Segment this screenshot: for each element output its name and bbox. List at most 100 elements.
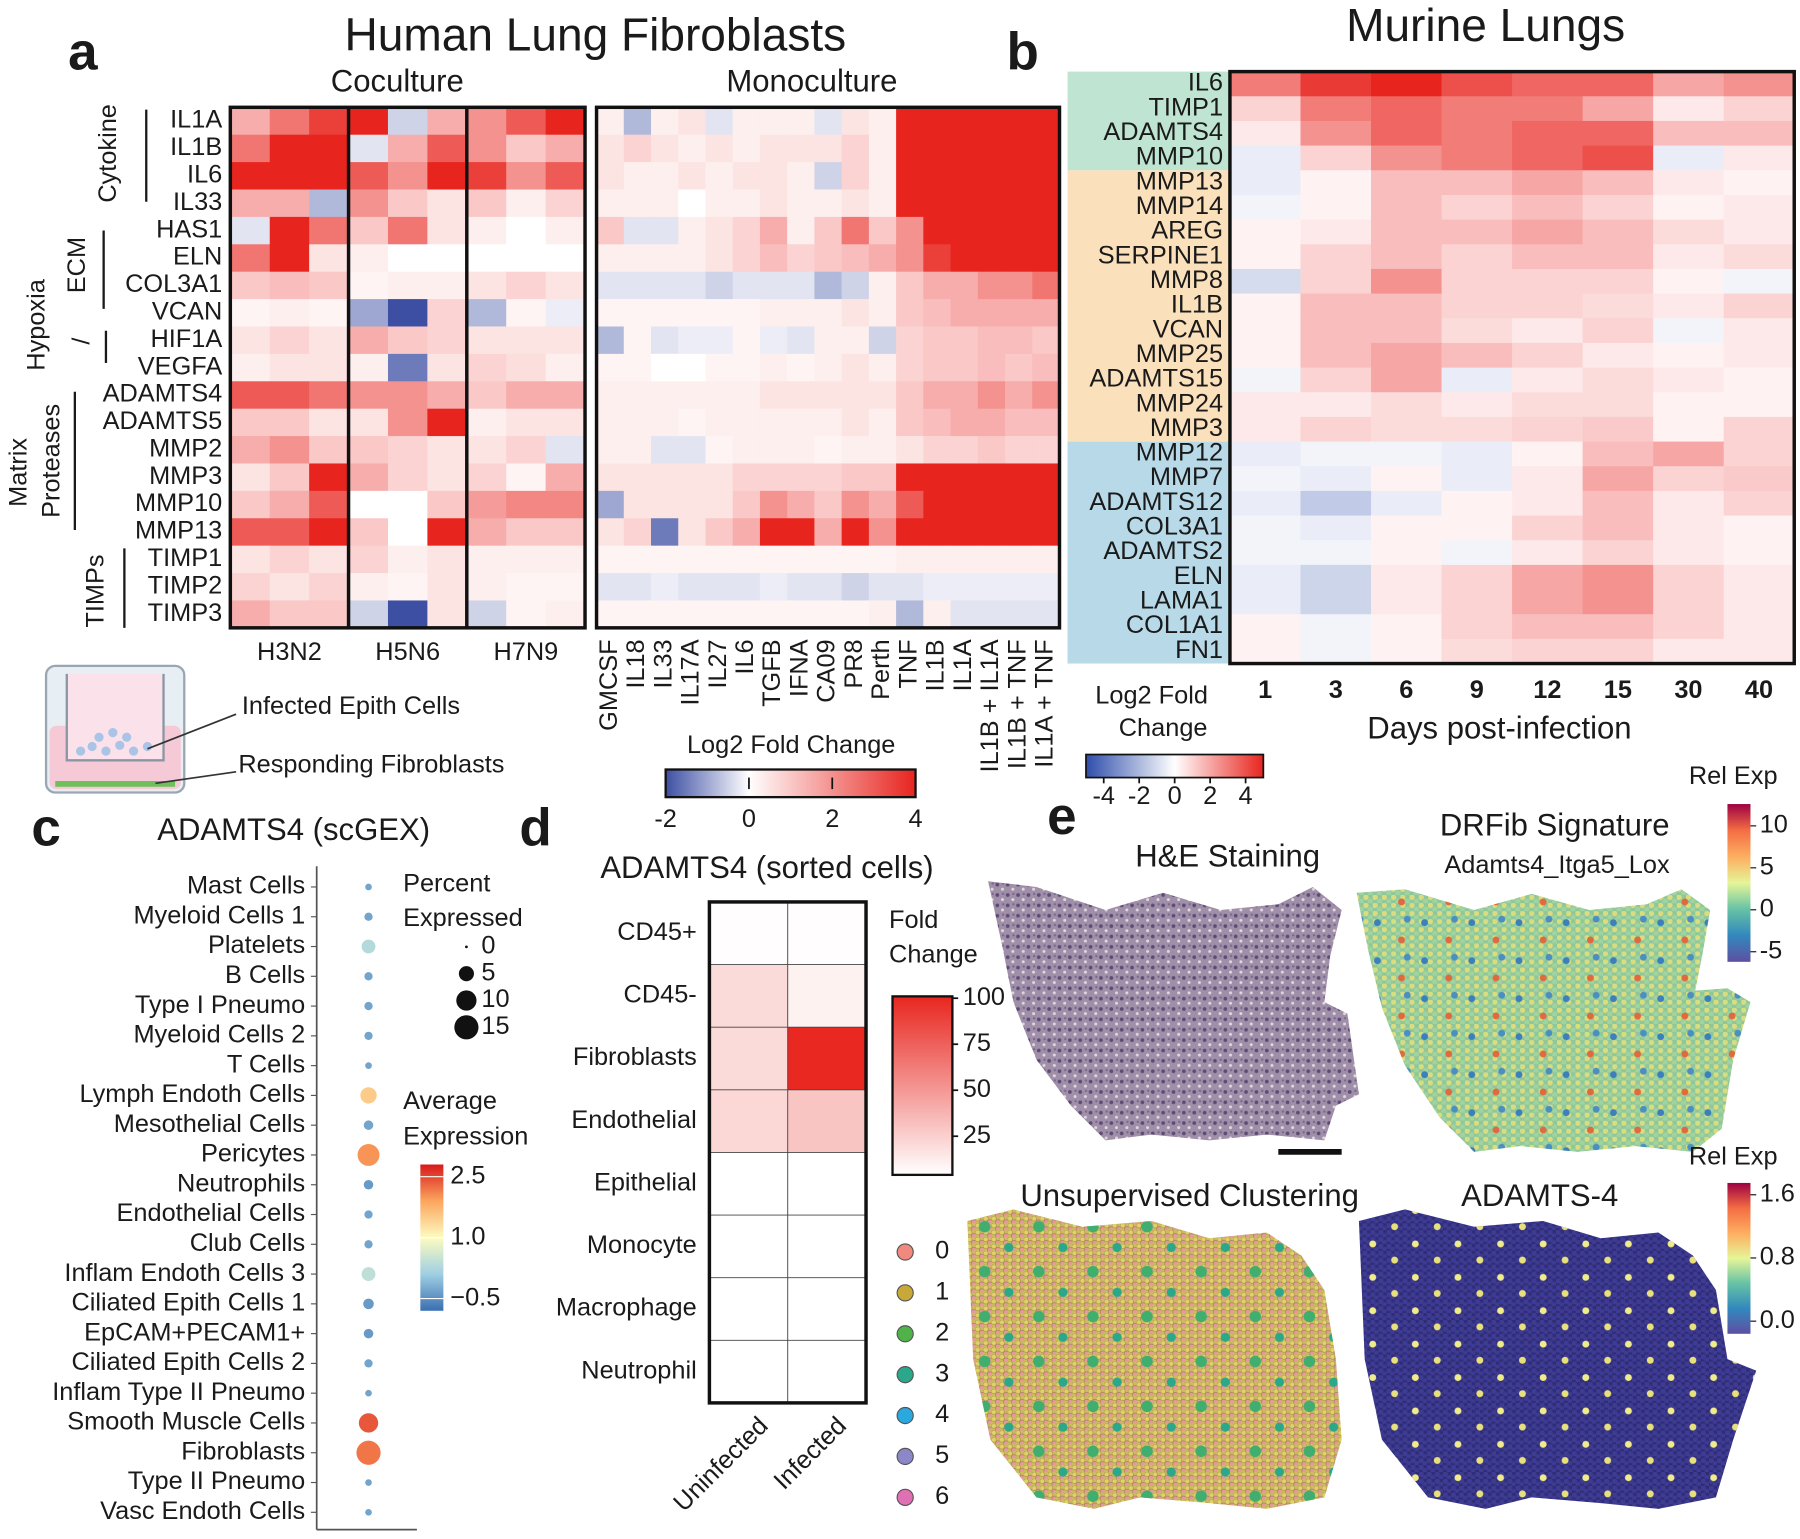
heatmap-cell (1300, 268, 1372, 295)
heatmap-cell (1032, 353, 1060, 382)
row-label: MMP7 (1150, 463, 1223, 491)
x-tick-label: 9 (1470, 676, 1484, 704)
row-label: IL6 (187, 160, 222, 188)
heatmap-cell (1441, 145, 1513, 171)
heatmap-cell (678, 162, 706, 190)
heatmap-cell (678, 134, 706, 163)
chart-title: Human Lung Fibroblasts (345, 8, 847, 60)
x-axis-label: Days post-infection (1367, 711, 1631, 746)
colorbar-tick-label: 4 (1239, 782, 1253, 810)
heatmap-cell (814, 463, 843, 492)
heatmap-cell (1032, 271, 1060, 300)
heatmap-cell (387, 216, 428, 245)
heatmap-cell (596, 326, 625, 355)
row-label: MMP14 (1136, 192, 1223, 220)
heatmap-cell (1300, 342, 1372, 369)
legend-label: 2 (935, 1318, 949, 1346)
heatmap-cell (506, 353, 547, 382)
heatmap-cell (1723, 318, 1795, 344)
heatmap-cell (1229, 194, 1301, 221)
heatmap-cell (732, 244, 761, 273)
heatmap-cell (841, 134, 870, 163)
heatmap-cell (1512, 293, 1584, 319)
heatmap-cell (545, 463, 586, 492)
heatmap-cell (506, 189, 547, 218)
legend-swatch (896, 1406, 914, 1425)
heatmap-cell (506, 107, 547, 136)
heatmap-cell (1582, 392, 1654, 418)
heatmap-cell (814, 518, 843, 547)
heatmap-cell (868, 518, 897, 547)
heatmap-cell (466, 353, 507, 382)
heatmap-cell (427, 600, 468, 629)
colorbar-tick-label: 2 (1203, 782, 1217, 810)
heatmap-cell (623, 381, 652, 410)
heatmap-cell (427, 408, 468, 437)
heatmap-cell (841, 189, 870, 218)
heatmap-cell (427, 107, 468, 136)
he-tissue (988, 881, 1359, 1141)
heatmap-cell (387, 573, 428, 601)
colorbar-title: Log2 Fold Change (687, 731, 895, 759)
heatmap-cell (1032, 134, 1060, 163)
heatmap-cell (977, 518, 1006, 547)
colorbar-tick-label: 1.0 (450, 1222, 485, 1250)
heatmap-cell (1229, 466, 1301, 492)
heatmap-cell (732, 353, 761, 382)
heatmap-cell (427, 271, 468, 300)
heatmap-cell (732, 490, 761, 519)
legend-swatch (896, 1243, 914, 1261)
heatmap-cell (1512, 466, 1584, 492)
heatmap-cell (348, 162, 389, 190)
row-label: Mast Cells (187, 872, 305, 900)
heatmap-cell (923, 134, 952, 163)
row-label: MMP10 (135, 489, 222, 517)
heatmap-cell (732, 326, 761, 355)
heatmap-cell (1005, 353, 1033, 382)
heatmap-cell (1300, 120, 1372, 147)
heatmap-cell (651, 271, 679, 300)
heatmap-cell (1653, 614, 1725, 640)
heatmap-cell (868, 134, 897, 163)
heatmap-cell (545, 490, 586, 519)
row-label: Vasc Endoth Cells (100, 1497, 305, 1525)
heatmap-cell (950, 518, 979, 547)
colorbar (891, 995, 954, 1177)
legend-title: Expressed (403, 904, 523, 932)
heatmap-cell (506, 381, 547, 410)
column-label: IL1B + TNF (1003, 639, 1031, 769)
heatmap-cell (896, 326, 924, 355)
heatmap-cell (1371, 120, 1443, 147)
heatmap-cell (269, 545, 310, 574)
heatmap-cell (1300, 564, 1372, 591)
dot (363, 1179, 374, 1190)
legend-title: Expression (403, 1123, 528, 1151)
heatmap-cell (1441, 614, 1513, 640)
heatmap-cell (466, 162, 507, 190)
heatmap-cell (841, 600, 870, 629)
transwell-illustration (44, 664, 237, 794)
row-label: Endothelial (571, 1106, 696, 1134)
heatmap-cell (651, 189, 679, 218)
heatmap-cell (868, 271, 897, 300)
heatmap-cell (427, 244, 468, 273)
heatmap-cell (230, 463, 271, 492)
heatmap-cell (759, 244, 788, 273)
heatmap-cell (814, 162, 843, 190)
heatmap-cell (841, 216, 870, 245)
heatmap-cell (1229, 367, 1301, 393)
heatmap-border (707, 900, 868, 1405)
row-label: Inflam Endoth Cells 3 (64, 1259, 305, 1287)
heatmap-cell (1371, 268, 1443, 295)
heatmap-cell (814, 573, 843, 601)
heatmap-cell (1371, 170, 1443, 196)
heatmap-cell (868, 545, 897, 574)
heatmap-cell (1371, 614, 1443, 640)
heatmap-cell (466, 463, 507, 492)
heatmap-cell (705, 326, 734, 355)
heatmap-cell (1512, 392, 1584, 418)
colorbar-tick-label: 50 (963, 1075, 991, 1103)
heatmap-cell (1512, 318, 1584, 344)
heatmap-cell (1512, 490, 1584, 517)
chart-title: ADAMTS4 (scGEX) (157, 812, 430, 847)
